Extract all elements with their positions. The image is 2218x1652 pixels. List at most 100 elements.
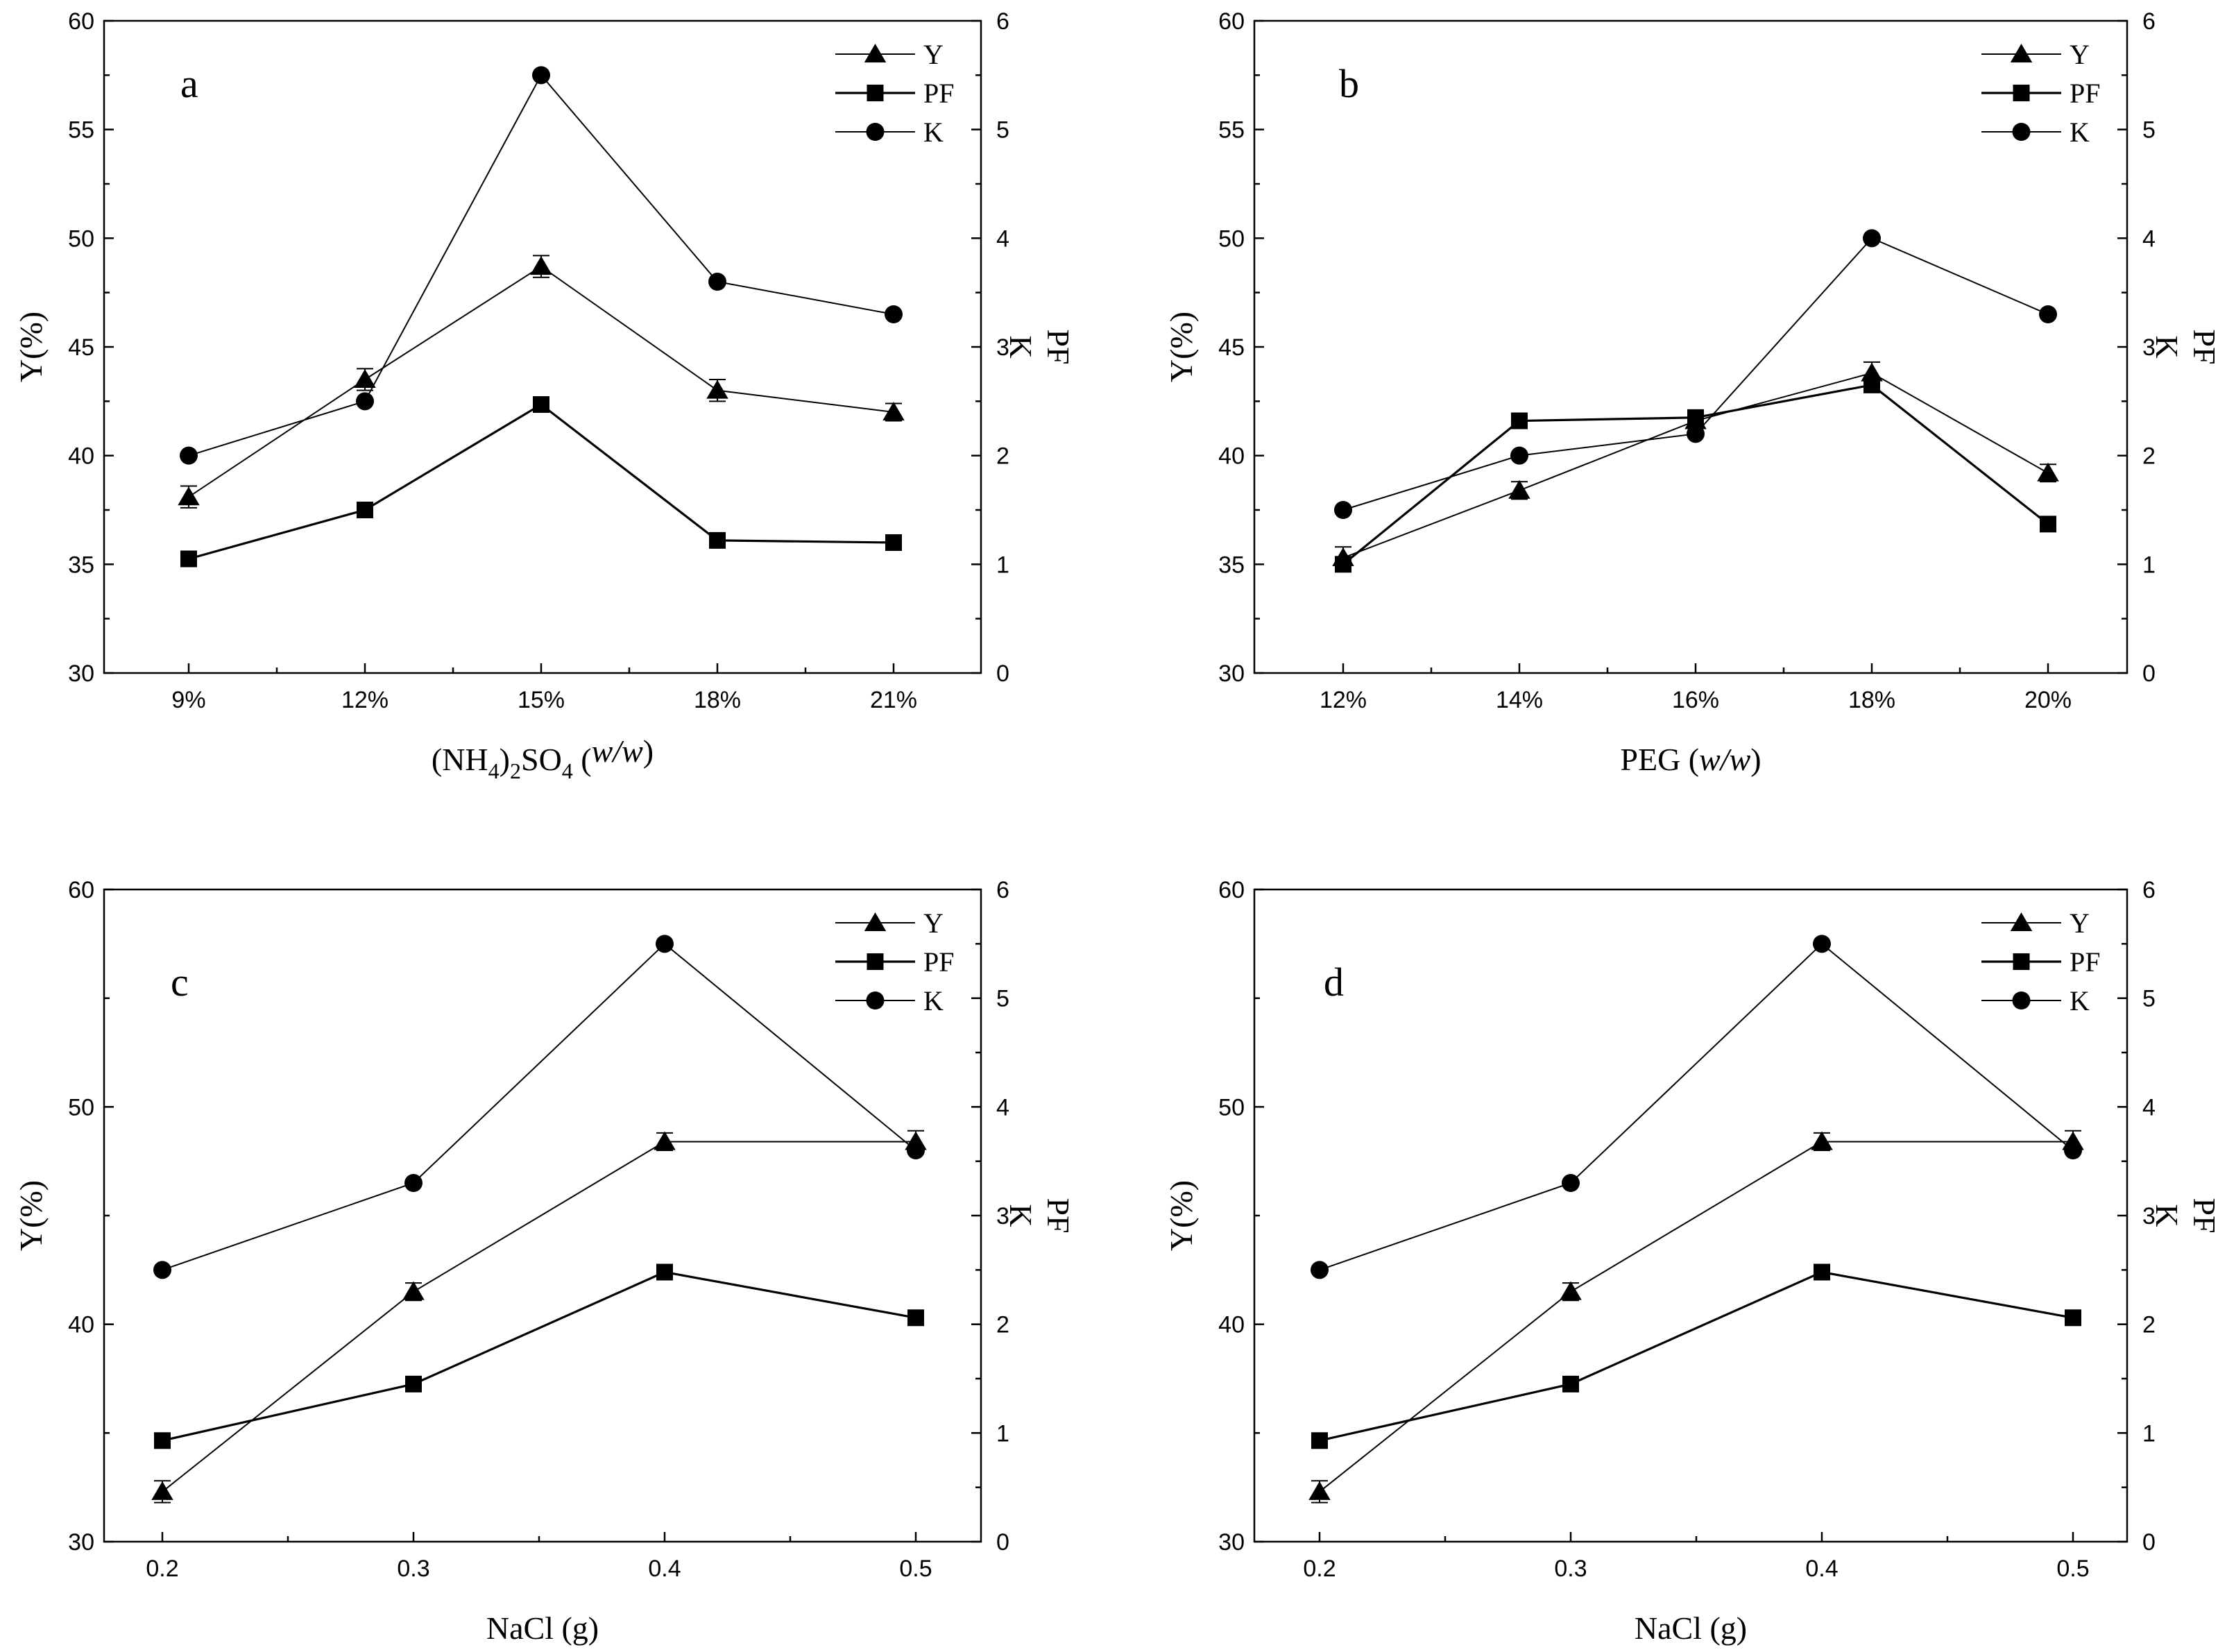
- legend-marker-y: [2010, 912, 2033, 931]
- y-right-tick-label: 3: [996, 1203, 1009, 1229]
- x-axis-title: NaCl (g): [486, 1610, 599, 1646]
- x-tick-label: 14%: [1496, 687, 1543, 713]
- series-y: [178, 255, 905, 509]
- series-k: [1311, 935, 2082, 1279]
- series-line-k: [1319, 942, 2074, 1271]
- legend: Y PF K: [835, 39, 955, 148]
- x-axis-title-part: ): [643, 733, 654, 769]
- data-point-pf: [180, 550, 197, 568]
- y-left-tick-label: 50: [1218, 225, 1245, 252]
- legend-marker-pf: [867, 85, 884, 101]
- plot-frame: [103, 19, 982, 674]
- y-right-axis-title-pf: PF: [2187, 1198, 2218, 1233]
- data-point-pf: [2040, 516, 2056, 533]
- data-point-k: [1311, 1261, 1329, 1279]
- data-point-pf: [656, 1263, 673, 1281]
- legend-marker-k: [2012, 991, 2031, 1010]
- y-right-tick-label: 1: [996, 1420, 1009, 1447]
- data-point-k: [907, 1141, 925, 1159]
- series-k: [1334, 229, 2057, 519]
- data-point-y: [654, 1131, 676, 1150]
- y-left-tick-label: 50: [1218, 1094, 1245, 1121]
- y-left-tick-label: 50: [68, 1094, 94, 1121]
- data-point-k: [1813, 935, 1831, 953]
- x-axis-title-part: (: [573, 742, 592, 777]
- series-y: [151, 1130, 927, 1504]
- y-right-tick-label: 0: [2142, 661, 2156, 687]
- data-point-y: [530, 256, 552, 275]
- x-axis-title-part: ): [500, 742, 510, 777]
- y-left-tick-label: 45: [1218, 334, 1245, 361]
- y-left-tick-label: 60: [68, 877, 94, 903]
- y-right-tick-label: 1: [996, 552, 1009, 578]
- x-tick-label: 0.2: [1303, 1556, 1336, 1582]
- legend-marker-y: [2010, 44, 2033, 62]
- data-point-y: [1811, 1131, 1833, 1150]
- legend: Y PF K: [1981, 39, 2101, 148]
- legend-label-pf: PF: [923, 946, 955, 978]
- data-point-y: [706, 380, 728, 399]
- y-left-tick-label: 30: [68, 1529, 94, 1556]
- x-axis-title-part: w/w: [592, 733, 643, 769]
- data-point-k: [180, 446, 198, 465]
- data-point-k: [1687, 425, 1705, 443]
- x-tick-label: 0.3: [1554, 1556, 1587, 1582]
- x-axis-title-part: SO: [521, 742, 562, 777]
- y-left-axis-title: Y(%): [13, 1180, 49, 1251]
- legend-label-y: Y: [2070, 39, 2090, 70]
- x-tick-label: 0.5: [2056, 1556, 2089, 1582]
- data-point-pf: [1335, 556, 1351, 573]
- y-left-axis-title: Y(%): [13, 312, 49, 382]
- series-pf: [1311, 1263, 2081, 1449]
- y-right-tick-label: 1: [2142, 552, 2156, 578]
- x-tick-label: 18%: [1848, 687, 1895, 713]
- legend-marker-k: [866, 123, 885, 141]
- legend-label-pf: PF: [2070, 78, 2101, 109]
- series-line-k: [162, 942, 916, 1271]
- y-left-tick-label: 30: [1218, 661, 1245, 687]
- y-right-axis-title-k: K: [1003, 335, 1039, 358]
- legend-label-k: K: [923, 985, 944, 1016]
- y-left-tick-label: 40: [68, 1312, 94, 1338]
- data-point-pf: [1814, 1263, 1830, 1281]
- legend-label-pf: PF: [2070, 946, 2101, 978]
- data-point-k: [1510, 446, 1528, 465]
- series-y: [1332, 361, 2059, 570]
- legend-marker-pf: [2013, 953, 2030, 970]
- legend-label-y: Y: [2070, 908, 2090, 939]
- y-right-axis-title-pf: PF: [1041, 329, 1076, 364]
- series-line-pf: [162, 1270, 916, 1442]
- legend: Y PF K: [1981, 908, 2101, 1016]
- x-tick-label: 16%: [1672, 687, 1719, 713]
- chart-panel-d: 30 40 50 60 0 1 2 3 4 5 6 0.2 0.3 0.4 0.5 NaCl (g) Y(%) K…: [1163, 877, 2218, 1646]
- data-point-k: [532, 66, 550, 85]
- data-point-y: [1508, 479, 1530, 499]
- y-right-tick-label: 5: [996, 986, 1009, 1012]
- legend-marker-k: [2012, 123, 2031, 141]
- x-tick-label: 0.5: [899, 1556, 932, 1582]
- data-point-pf: [1687, 409, 1704, 426]
- y-left-axis-title: Y(%): [1163, 312, 1199, 382]
- x-tick-label: 9%: [171, 687, 205, 713]
- x-tick-label: 0.4: [1805, 1556, 1838, 1582]
- data-point-y: [2037, 462, 2059, 482]
- y-right-tick-label: 4: [2142, 225, 2156, 252]
- series-pf: [180, 396, 902, 568]
- data-point-k: [153, 1261, 171, 1279]
- y-right-tick-label: 5: [996, 117, 1009, 144]
- data-point-y: [1308, 1481, 1331, 1500]
- data-point-pf: [885, 534, 902, 551]
- y-left-tick-label: 35: [1218, 552, 1245, 578]
- y-right-tick-label: 6: [2142, 8, 2156, 35]
- x-axis-title: (NH4)2SO4 (w/w): [432, 733, 654, 783]
- y-left-tick-label: 50: [68, 225, 94, 252]
- data-point-k: [1334, 501, 1352, 519]
- legend-label-pf: PF: [923, 78, 955, 109]
- y-right-tick-label: 6: [996, 877, 1009, 903]
- y-right-tick-label: 5: [2142, 117, 2156, 144]
- legend-marker-pf: [2013, 85, 2030, 101]
- data-point-y: [882, 402, 905, 420]
- x-tick-label: 15%: [518, 687, 565, 713]
- y-right-tick-label: 2: [996, 443, 1009, 470]
